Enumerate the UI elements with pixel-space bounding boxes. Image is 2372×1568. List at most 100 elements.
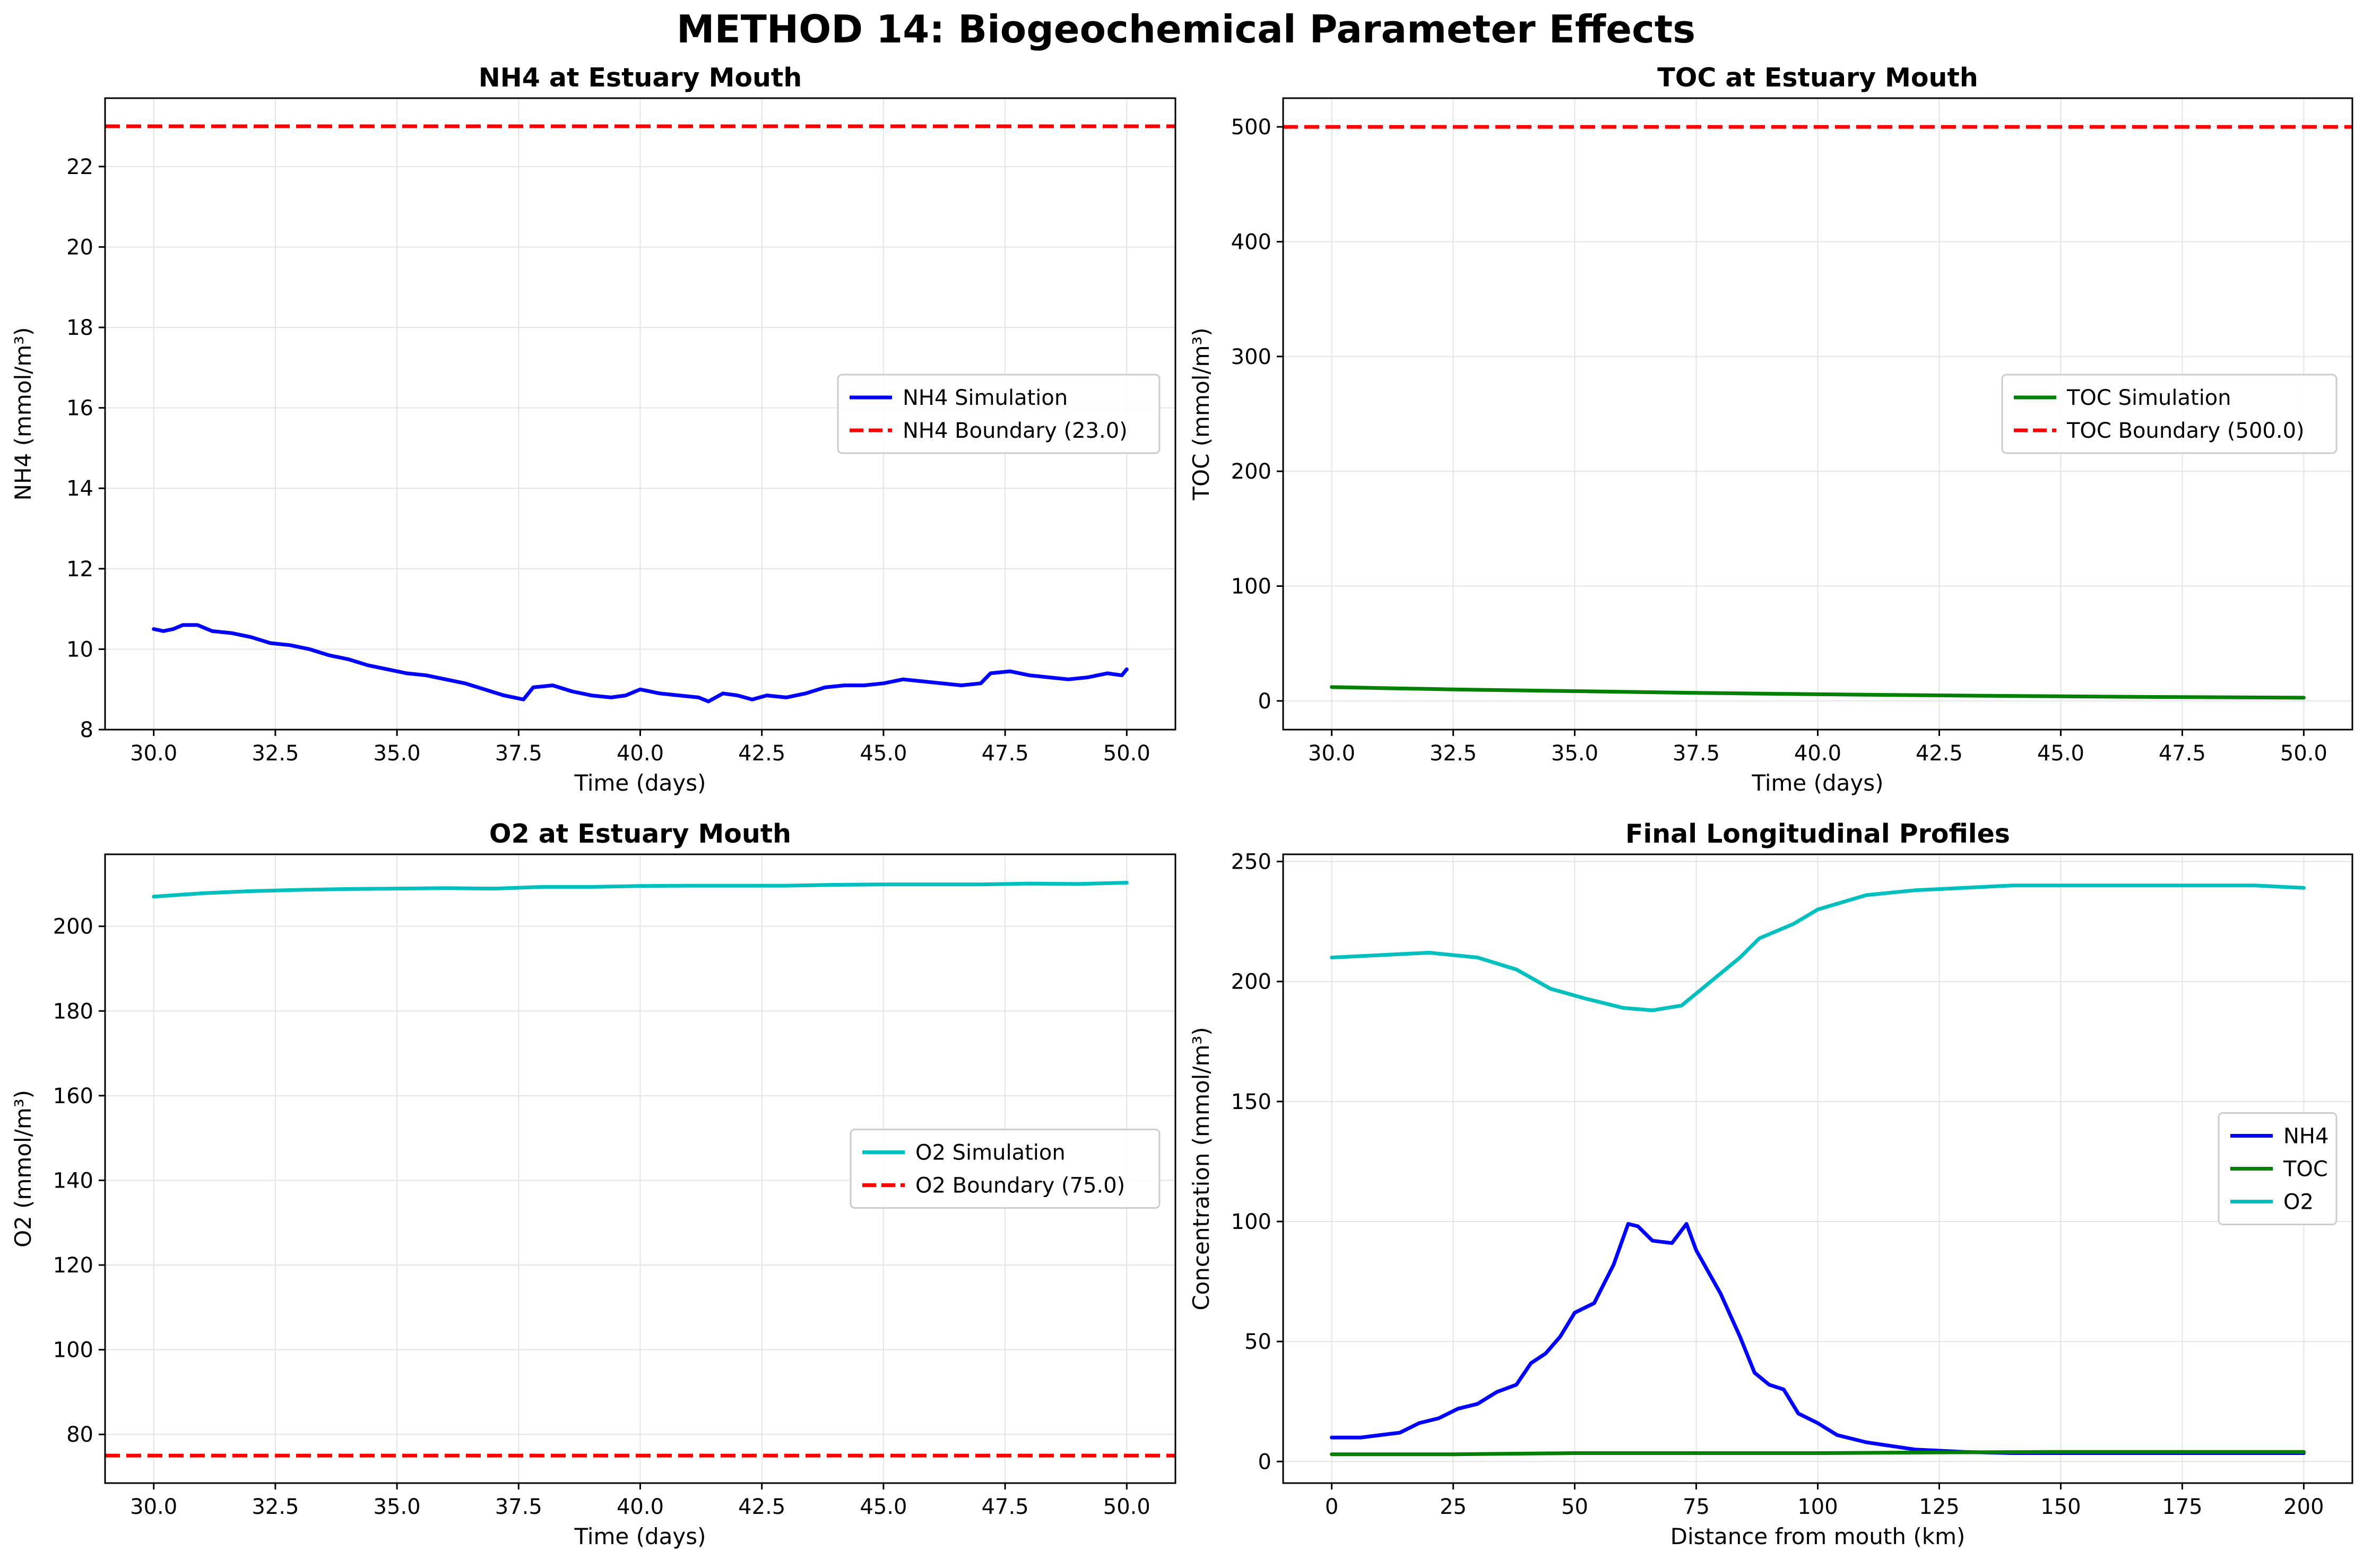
legend-box <box>2218 1112 2338 1225</box>
toc-simulation-line <box>1330 685 2306 700</box>
y-tick-label: 22 <box>66 155 93 179</box>
y-tick-label: 200 <box>53 915 93 939</box>
y-tick-label: 0 <box>1258 689 1271 714</box>
x-tick-label: 100 <box>1797 1495 1838 1519</box>
legend-entry: TOC Simulation <box>2066 386 2231 410</box>
x-tick-label: 30.0 <box>1308 741 1355 766</box>
y-tick-label: 200 <box>1231 970 1271 994</box>
panel-1: 30.0 32.5 35.0 37.5 40.0 42.5 45.0 47.5 50.0 8 10 1… <box>10 63 1176 796</box>
x-tick-label: 50 <box>1561 1495 1588 1519</box>
y-axis-label: Concentration (mmol/m³) <box>1188 1027 1214 1310</box>
y-tick-label: 180 <box>53 999 93 1024</box>
nh4-simulation-line <box>152 623 1129 704</box>
x-tick-label: 47.5 <box>982 1495 1029 1519</box>
y-tick-label: 20 <box>66 235 93 259</box>
x-tick-label: 32.5 <box>1430 741 1477 766</box>
x-tick-label: 30.0 <box>130 1495 177 1519</box>
x-axis-label: Distance from mouth (km) <box>1670 1523 1966 1549</box>
legend: TOC Simulation TOC Boundary (500.0) <box>2001 374 2338 454</box>
x-tick-label: 45.0 <box>860 1495 907 1519</box>
x-tick-label: 35.0 <box>374 741 421 766</box>
y-tick-label: 250 <box>1231 850 1271 874</box>
x-tick-label: 37.5 <box>495 741 542 766</box>
x-tick-label: 40.0 <box>617 741 664 766</box>
legend-entry: O2 Boundary (75.0) <box>915 1174 1125 1198</box>
x-tick-label: 45.0 <box>860 741 907 766</box>
series-group <box>1330 883 2306 1457</box>
x-tick-label: 42.5 <box>1916 741 1963 766</box>
y-tick-label: 100 <box>53 1338 93 1363</box>
legend: NH4 Simulation NH4 Boundary (23.0) <box>837 374 1161 454</box>
y-tick-label: 100 <box>1231 575 1271 599</box>
x-tick-label: 50.0 <box>2280 741 2327 766</box>
x-tick-label: 175 <box>2162 1495 2202 1519</box>
x-tick-label: 35.0 <box>374 1495 421 1519</box>
y-tick-label: 14 <box>66 477 93 501</box>
panel-3: 30.0 32.5 35.0 37.5 40.0 42.5 45.0 47.5 50.0 80 10… <box>10 819 1176 1549</box>
y-tick-label: 200 <box>1231 460 1271 484</box>
x-tick-label: 40.0 <box>617 1495 664 1519</box>
x-tick-label: 25 <box>1440 1495 1467 1519</box>
legend: O2 Simulation O2 Boundary (75.0) <box>850 1129 1161 1209</box>
x-tick-label: 32.5 <box>252 741 299 766</box>
y-tick-label: 150 <box>1231 1090 1271 1114</box>
x-tick-label: 45.0 <box>2037 741 2084 766</box>
x-tick-label: 35.0 <box>1551 741 1598 766</box>
panel-title: TOC at Estuary Mouth <box>1657 63 1978 93</box>
y-tick-label: 160 <box>53 1084 93 1108</box>
nh4-line <box>1330 1222 2306 1455</box>
y-tick-label: 12 <box>66 557 93 582</box>
x-tick-label: 40.0 <box>1794 741 1841 766</box>
o2-simulation-line <box>152 881 1129 899</box>
y-tick-label: 0 <box>1258 1450 1271 1474</box>
panel-title: Final Longitudinal Profiles <box>1625 819 2010 849</box>
y-tick-label: 18 <box>66 316 93 340</box>
x-tick-label: 47.5 <box>982 741 1029 766</box>
y-tick-label: 10 <box>66 637 93 662</box>
subplot-grid: 30.0 32.5 35.0 37.5 40.0 42.5 45.0 47.5 50.0 8 10 1… <box>10 63 2353 1549</box>
legend-entry: NH4 Simulation <box>903 386 1068 410</box>
legend-entry: TOC Boundary (500.0) <box>2066 419 2305 443</box>
legend-entry: NH4 <box>2283 1124 2328 1149</box>
figure-suptitle: METHOD 14: Biogeochemical Parameter Effe… <box>677 7 1695 51</box>
y-tick-label: 300 <box>1231 345 1271 369</box>
panel-4: 0 25 50 75 100 125 150 175 200 0 50 100 150 200 250 Fin… <box>1188 819 2353 1549</box>
y-axis-label: O2 (mmol/m³) <box>10 1090 36 1248</box>
y-tick-label: 140 <box>53 1168 93 1193</box>
panel-2: 30.0 32.5 35.0 37.5 40.0 42.5 45.0 47.5 50.0 0 100… <box>1188 63 2353 796</box>
legend-box <box>837 374 1161 454</box>
x-tick-label: 37.5 <box>495 1495 542 1519</box>
x-tick-label: 32.5 <box>252 1495 299 1519</box>
legend-box <box>850 1129 1161 1209</box>
x-axis-label: Time (days) <box>574 770 706 796</box>
y-tick-label: 500 <box>1231 115 1271 140</box>
x-tick-label: 125 <box>1919 1495 1959 1519</box>
y-tick-label: 8 <box>80 718 93 742</box>
x-tick-label: 200 <box>2283 1495 2324 1519</box>
legend: NH4 TOC O2 <box>2218 1112 2338 1225</box>
x-tick-label: 50.0 <box>1103 1495 1150 1519</box>
y-tick-label: 80 <box>66 1423 93 1447</box>
y-tick-label: 120 <box>53 1253 93 1278</box>
x-tick-label: 50.0 <box>1103 741 1150 766</box>
y-tick-label: 16 <box>66 396 93 421</box>
legend-entry: TOC <box>2283 1157 2328 1182</box>
x-tick-label: 37.5 <box>1673 741 1720 766</box>
x-tick-label: 0 <box>1325 1495 1338 1519</box>
legend-entry: O2 Simulation <box>915 1141 1066 1165</box>
toc-line <box>1330 1450 2306 1457</box>
legend-box <box>2001 374 2338 454</box>
grid-lines <box>1283 854 2352 1483</box>
legend-entry: O2 <box>2283 1190 2314 1215</box>
x-tick-label: 75 <box>1683 1495 1710 1519</box>
x-tick-label: 42.5 <box>738 741 785 766</box>
y-axis-label: NH4 (mmol/m³) <box>10 327 36 501</box>
x-tick-label: 42.5 <box>738 1495 785 1519</box>
x-axis-label: Time (days) <box>574 1523 706 1549</box>
x-tick-label: 150 <box>2040 1495 2081 1519</box>
legend-entry: NH4 Boundary (23.0) <box>903 419 1128 443</box>
y-tick-label: 100 <box>1231 1210 1271 1234</box>
x-tick-label: 30.0 <box>130 741 177 766</box>
